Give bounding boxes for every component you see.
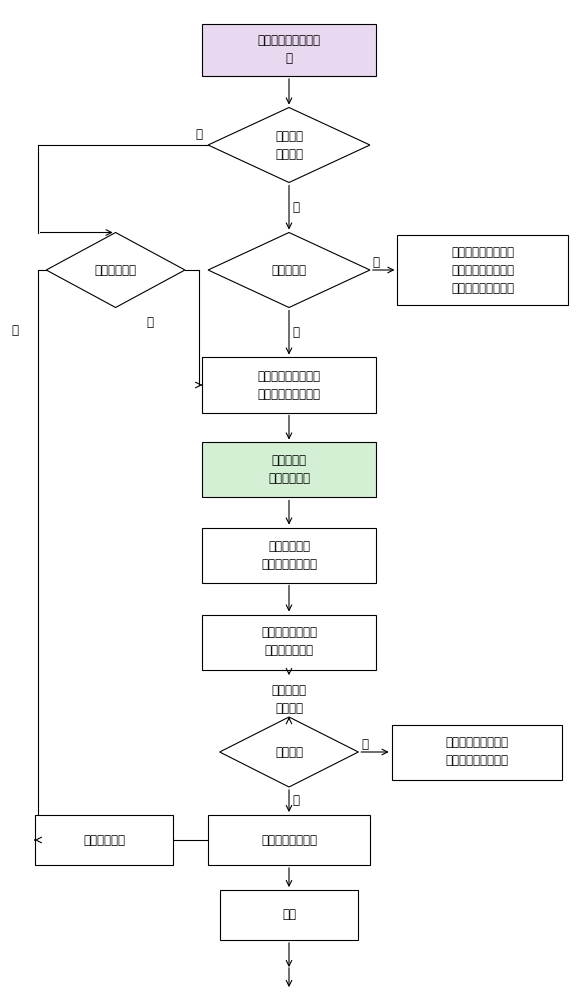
Text: 是: 是	[147, 316, 154, 329]
Text: 是: 是	[361, 738, 368, 750]
Text: 否: 否	[292, 794, 299, 808]
Text: 主控根据负载实时
计算补偿无功量: 主控根据负载实时 计算补偿无功量	[261, 626, 317, 658]
Text: 巡检故障: 巡检故障	[275, 746, 303, 758]
Polygon shape	[220, 717, 358, 787]
Text: 无功补偿脉冲输出: 无功补偿脉冲输出	[261, 834, 317, 846]
Text: 否: 否	[292, 201, 299, 214]
Text: 封锁变频器输出脉冲
分断变频器进线开关: 封锁变频器输出脉冲 分断变频器进线开关	[258, 369, 320, 400]
Text: 是: 是	[195, 128, 202, 141]
Text: 主控锁相成功
电机工频稳定运行: 主控锁相成功 电机工频稳定运行	[261, 540, 317, 570]
Text: 变频脉冲输出: 变频脉冲输出	[83, 834, 125, 846]
FancyBboxPatch shape	[398, 235, 568, 305]
Text: 封锁变频器输出脉冲
分断变频器出线开关: 封锁变频器输出脉冲 分断变频器出线开关	[446, 736, 508, 768]
FancyBboxPatch shape	[392, 724, 562, 780]
Text: 变频切换工频: 变频切换工频	[95, 263, 136, 276]
Polygon shape	[208, 107, 370, 182]
FancyBboxPatch shape	[220, 890, 358, 940]
Text: 否: 否	[11, 324, 18, 337]
Text: 变频器检
测到故障: 变频器检 测到故障	[275, 129, 303, 160]
Text: 光纤传输给
功率单元: 光纤传输给 功率单元	[272, 684, 306, 716]
Polygon shape	[46, 232, 185, 308]
Text: 合旁路开关
电机工频运行: 合旁路开关 电机工频运行	[268, 454, 310, 486]
FancyBboxPatch shape	[208, 815, 370, 865]
Text: 是: 是	[373, 255, 380, 268]
Text: 否: 否	[292, 326, 299, 339]
Text: 启动旁路无功补偿功
能: 启动旁路无功补偿功 能	[258, 34, 320, 66]
FancyBboxPatch shape	[35, 815, 173, 865]
FancyBboxPatch shape	[202, 357, 376, 412]
FancyBboxPatch shape	[202, 528, 376, 582]
FancyBboxPatch shape	[202, 24, 376, 76]
FancyBboxPatch shape	[202, 442, 376, 497]
Text: 停机类故障: 停机类故障	[272, 263, 306, 276]
Polygon shape	[208, 232, 370, 308]
Text: 返回: 返回	[282, 908, 296, 922]
Text: 封锁变频器输出脉冲
分断变频器进线开关
分断变频器出线开关: 封锁变频器输出脉冲 分断变频器进线开关 分断变频器出线开关	[451, 245, 514, 294]
FancyBboxPatch shape	[202, 614, 376, 670]
